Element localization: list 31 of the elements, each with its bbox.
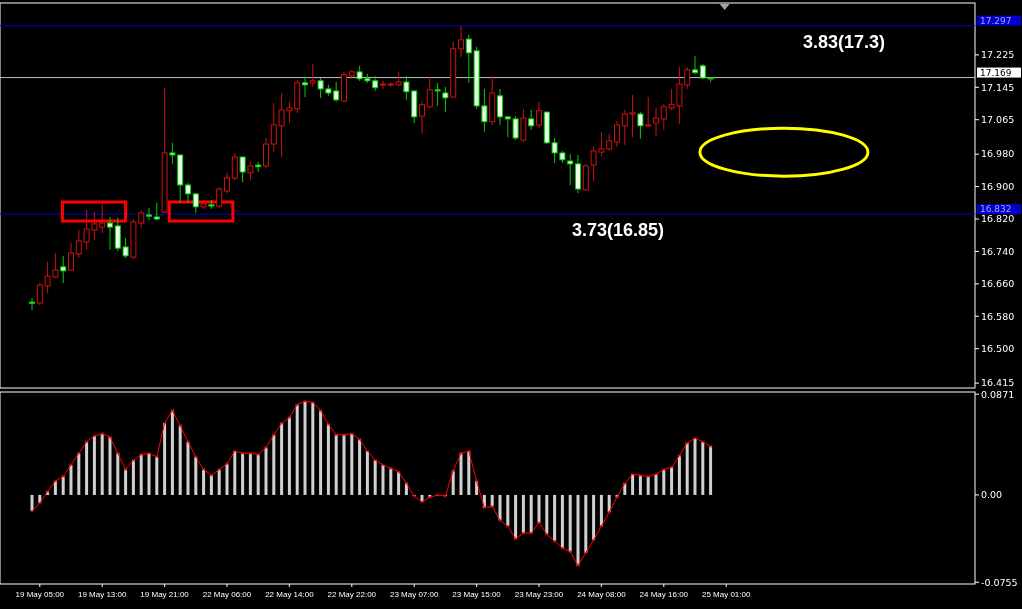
x-tick-label: 23 May 15:00 xyxy=(452,590,502,599)
x-tick-label: 19 May 21:00 xyxy=(140,590,190,599)
y-tick-label: 17.225 xyxy=(981,49,1015,61)
y-tick-label: 17.145 xyxy=(981,81,1015,93)
y-tick-label: 0.0871 xyxy=(981,388,1015,400)
y-tick-label: 16.740 xyxy=(981,245,1015,257)
y-tick-label: 16.980 xyxy=(981,148,1015,160)
y-tick-label: 16.900 xyxy=(981,180,1015,192)
y-tick-label: 17.065 xyxy=(981,114,1015,126)
annotation: 3.83(17.3) xyxy=(803,31,886,52)
y-tick-label: 16.660 xyxy=(981,278,1015,290)
x-tick-label: 22 May 06:00 xyxy=(202,590,252,599)
x-tick-label: 22 May 14:00 xyxy=(265,590,315,599)
y-tick-label: 0.00 xyxy=(981,489,1003,501)
ref-line-label: 17.169 xyxy=(980,67,1012,78)
x-tick-label: 22 May 22:00 xyxy=(327,590,377,599)
y-tick-label: 16.820 xyxy=(981,213,1015,225)
x-tick-label: 25 May 01:00 xyxy=(701,590,751,599)
ref-line-label: 16.832 xyxy=(980,204,1012,215)
x-tick-label: 23 May 07:00 xyxy=(389,590,439,599)
annotation: 3.73(16.85) xyxy=(572,220,665,241)
x-tick-label: 24 May 08:00 xyxy=(577,590,627,599)
y-tick-label: -0.0755 xyxy=(981,576,1018,588)
y-tick-label: 16.580 xyxy=(981,310,1015,322)
ref-line-label: 17.297 xyxy=(980,15,1012,26)
x-tick-label: 23 May 23:00 xyxy=(514,590,564,599)
y-tick-label: 16.415 xyxy=(981,377,1015,389)
x-tick-label: 19 May 05:00 xyxy=(15,590,65,599)
x-tick-label: 19 May 13:00 xyxy=(77,590,127,599)
y-tick-label: 16.500 xyxy=(981,343,1015,355)
x-tick-label: 24 May 16:00 xyxy=(639,590,689,599)
